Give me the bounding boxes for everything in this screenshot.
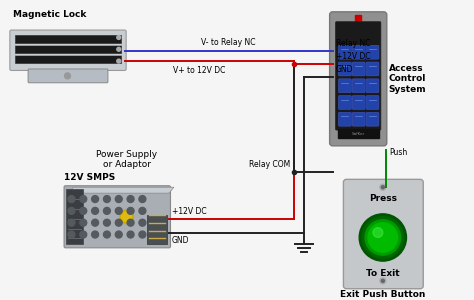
Circle shape xyxy=(91,196,99,202)
Bar xyxy=(15,35,121,44)
Circle shape xyxy=(91,207,99,214)
FancyBboxPatch shape xyxy=(366,45,379,59)
Circle shape xyxy=(139,207,146,214)
Circle shape xyxy=(68,196,75,202)
FancyBboxPatch shape xyxy=(352,112,365,126)
FancyBboxPatch shape xyxy=(64,186,171,248)
Circle shape xyxy=(103,219,110,226)
Text: V- to Relay NC: V- to Relay NC xyxy=(201,38,255,47)
Circle shape xyxy=(91,219,99,226)
Circle shape xyxy=(380,278,386,284)
FancyBboxPatch shape xyxy=(338,45,351,59)
FancyBboxPatch shape xyxy=(338,112,351,126)
FancyBboxPatch shape xyxy=(366,96,379,110)
Circle shape xyxy=(117,35,121,39)
Polygon shape xyxy=(69,187,174,193)
Circle shape xyxy=(80,231,87,238)
Bar xyxy=(337,129,379,138)
Circle shape xyxy=(115,219,122,226)
FancyBboxPatch shape xyxy=(329,12,387,146)
FancyBboxPatch shape xyxy=(366,112,379,126)
Circle shape xyxy=(80,219,87,226)
Text: Magnetic Lock: Magnetic Lock xyxy=(13,10,87,19)
FancyBboxPatch shape xyxy=(336,22,381,130)
FancyBboxPatch shape xyxy=(352,79,365,93)
Circle shape xyxy=(103,231,110,238)
Circle shape xyxy=(115,231,122,238)
Text: To Exit: To Exit xyxy=(366,269,400,278)
Circle shape xyxy=(80,196,87,202)
Circle shape xyxy=(127,219,134,226)
FancyBboxPatch shape xyxy=(10,30,126,70)
Text: Power Supply
or Adaptor: Power Supply or Adaptor xyxy=(96,150,157,170)
Text: V+ to 12V DC: V+ to 12V DC xyxy=(173,66,226,75)
Circle shape xyxy=(122,212,132,222)
Circle shape xyxy=(68,231,75,238)
Bar xyxy=(15,45,121,53)
Text: Exit Push Button: Exit Push Button xyxy=(340,290,426,299)
Text: Access
Control
System: Access Control System xyxy=(389,64,427,94)
FancyBboxPatch shape xyxy=(338,79,351,93)
Text: SafKer: SafKer xyxy=(352,132,365,136)
Bar xyxy=(65,189,83,244)
Text: Push: Push xyxy=(389,148,407,157)
Text: Relay NC: Relay NC xyxy=(336,39,370,48)
Circle shape xyxy=(139,219,146,226)
Circle shape xyxy=(139,196,146,202)
Circle shape xyxy=(382,279,384,282)
Bar xyxy=(355,15,361,21)
Circle shape xyxy=(115,196,122,202)
Circle shape xyxy=(64,73,71,79)
Circle shape xyxy=(139,231,146,238)
Circle shape xyxy=(359,214,407,261)
Circle shape xyxy=(127,196,134,202)
Circle shape xyxy=(373,228,383,238)
FancyBboxPatch shape xyxy=(352,45,365,59)
Circle shape xyxy=(365,220,401,255)
Circle shape xyxy=(127,207,134,214)
Circle shape xyxy=(68,219,75,226)
Text: Relay COM: Relay COM xyxy=(249,160,290,169)
Bar xyxy=(15,55,121,63)
Circle shape xyxy=(117,59,121,63)
Circle shape xyxy=(91,231,99,238)
Circle shape xyxy=(120,210,134,224)
Text: GND: GND xyxy=(336,65,353,74)
Circle shape xyxy=(127,231,134,238)
Text: 12V SMPS: 12V SMPS xyxy=(64,173,115,182)
Circle shape xyxy=(68,207,75,214)
FancyBboxPatch shape xyxy=(338,96,351,110)
Circle shape xyxy=(368,223,398,252)
Circle shape xyxy=(103,196,110,202)
Circle shape xyxy=(362,217,403,258)
Text: GND: GND xyxy=(172,236,190,244)
FancyBboxPatch shape xyxy=(366,62,379,76)
Circle shape xyxy=(80,207,87,214)
FancyBboxPatch shape xyxy=(28,69,108,83)
Circle shape xyxy=(103,207,110,214)
FancyBboxPatch shape xyxy=(338,62,351,76)
Text: +12V DC: +12V DC xyxy=(172,207,207,216)
Bar xyxy=(147,215,167,244)
Text: +12V DC: +12V DC xyxy=(336,52,370,61)
FancyBboxPatch shape xyxy=(352,96,365,110)
Text: Press: Press xyxy=(369,194,397,202)
FancyBboxPatch shape xyxy=(366,79,379,93)
FancyBboxPatch shape xyxy=(344,179,423,289)
Circle shape xyxy=(382,186,384,189)
Circle shape xyxy=(380,184,386,190)
Circle shape xyxy=(117,47,121,51)
Circle shape xyxy=(115,207,122,214)
FancyBboxPatch shape xyxy=(352,62,365,76)
